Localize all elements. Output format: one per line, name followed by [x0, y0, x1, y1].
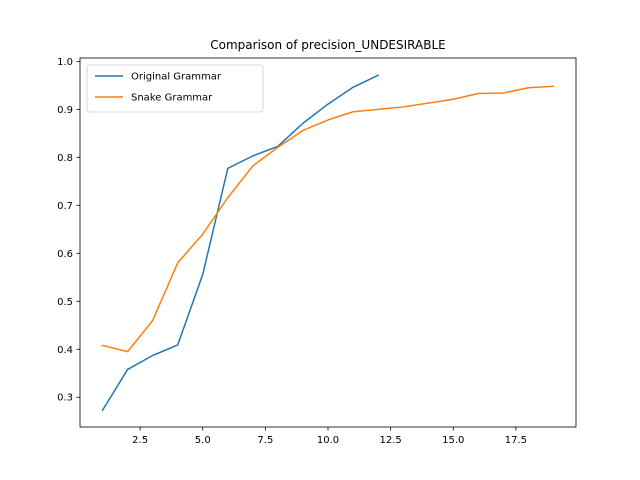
y-tick-label: 0.4 — [57, 345, 73, 356]
y-tick-label: 0.6 — [57, 249, 73, 260]
x-tick-label: 10.0 — [317, 435, 339, 446]
x-tick-label: 15.0 — [442, 435, 464, 446]
legend-label-0: Original Grammar — [131, 72, 222, 83]
x-tick-label: 17.5 — [505, 435, 527, 446]
y-tick-label: 0.7 — [57, 201, 73, 212]
x-tick-label: 5.0 — [195, 435, 211, 446]
legend: Original Grammar Snake Grammar — [86, 64, 264, 113]
legend-label-1: Snake Grammar — [131, 93, 213, 104]
y-tick-label: 1.0 — [57, 57, 73, 68]
x-tick-label: 12.5 — [379, 435, 401, 446]
plot-frame — [79, 57, 577, 428]
y-tick-label: 0.9 — [57, 105, 73, 116]
y-tick-label: 0.8 — [57, 153, 73, 164]
chart-title: Comparison of precision_UNDESIRABLE — [210, 38, 445, 52]
y-tick-label: 0.3 — [57, 393, 73, 404]
x-tick-label: 2.5 — [132, 435, 148, 446]
legend-box — [86, 64, 264, 113]
x-axis: 2.5 5.0 7.5 10.0 12.5 15.0 17.5 — [132, 427, 527, 446]
x-tick-label: 7.5 — [257, 435, 273, 446]
series-line-1 — [101, 85, 555, 353]
y-axis: 0.3 0.4 0.5 0.6 0.7 0.8 0.9 1.0 — [57, 57, 80, 404]
y-tick-label: 0.5 — [57, 297, 73, 308]
series-layer — [101, 74, 555, 412]
series-line-0 — [101, 74, 380, 412]
